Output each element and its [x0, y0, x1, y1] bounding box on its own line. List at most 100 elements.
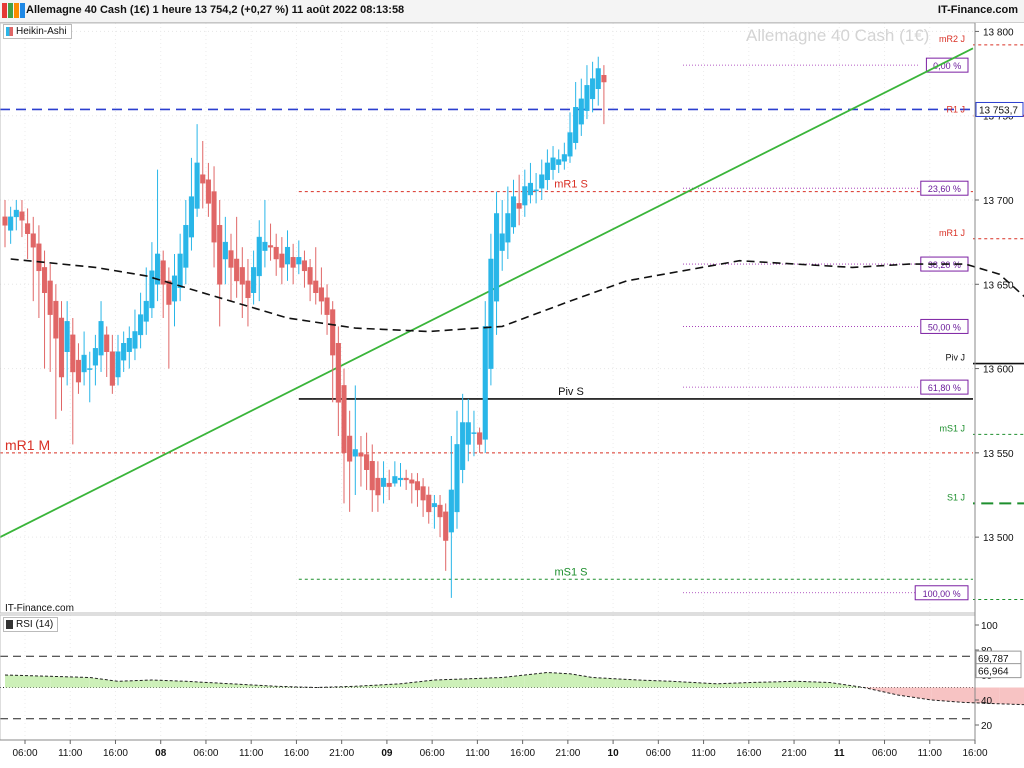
candle-body	[290, 257, 296, 268]
candle-body	[70, 334, 76, 373]
rsi-area-segment	[796, 681, 830, 688]
candle-body	[262, 241, 268, 251]
candle-body	[556, 159, 562, 165]
candle-body	[414, 481, 420, 491]
candle-body	[53, 300, 59, 339]
time-tick-label: 16:00	[736, 748, 761, 759]
candle-body	[584, 85, 590, 111]
candle-body	[279, 253, 285, 268]
time-tick-label: 21:00	[555, 748, 580, 759]
candle-body	[160, 260, 166, 285]
fibonacci-label-box	[920, 379, 969, 395]
chart-title: Allemagne 40 Cash (1€) 1 heure 13 754,2 …	[26, 4, 405, 16]
candle-body	[256, 236, 262, 277]
candle-body	[460, 422, 466, 470]
time-tick-label: 11:00	[918, 748, 943, 759]
candle-body	[115, 351, 121, 378]
candle-body	[194, 162, 200, 209]
rsi-area-segment	[185, 681, 231, 688]
candle-body	[341, 385, 347, 454]
candle-body	[126, 337, 132, 352]
rsi-area-segment	[434, 678, 469, 688]
candle-body	[573, 107, 579, 143]
candle-body	[550, 157, 556, 170]
rsi-area-segment	[897, 687, 932, 700]
rsi-tick-label: 100	[981, 621, 998, 632]
pivot-level-label: mR1 S	[554, 179, 588, 191]
candle-body	[166, 280, 172, 305]
candle-body	[369, 461, 375, 491]
candle-body	[516, 203, 522, 209]
candle-body	[505, 213, 511, 243]
candle-body	[19, 211, 25, 221]
orange-tool-icon[interactable]	[14, 3, 19, 18]
candle-body	[482, 326, 488, 440]
time-tick-label: 16:00	[103, 748, 128, 759]
time-tick-label: 10	[608, 748, 620, 759]
rsi-area-segment	[50, 676, 90, 688]
time-tick-label: 16:00	[510, 748, 535, 759]
candle-body	[30, 233, 36, 248]
rsi-area-segment	[151, 680, 186, 688]
candle-body	[36, 243, 42, 272]
red-tool-icon[interactable]	[2, 3, 7, 18]
time-tick-label: 08	[155, 748, 167, 759]
time-tick-label: 11	[834, 748, 845, 759]
candle-swatch-icon	[6, 27, 13, 36]
rsi-area-segment	[750, 681, 796, 688]
green-tool-icon[interactable]	[8, 3, 13, 18]
rsi-area-segment	[615, 678, 638, 688]
candle-body	[268, 245, 274, 248]
rsi-legend[interactable]: RSI (14)	[3, 617, 59, 632]
rsi-area-segment	[671, 681, 717, 688]
candle-body	[138, 314, 144, 336]
candle-body	[403, 477, 409, 481]
candle-body	[364, 454, 370, 470]
candle-body	[330, 309, 336, 356]
trend-line	[0, 47, 974, 538]
candle-body	[510, 196, 517, 228]
candle-body	[454, 444, 460, 513]
time-tick-label: 06:00	[193, 748, 218, 759]
price-tick-label: 13 600	[983, 365, 1014, 376]
rsi-tick-label: 40	[981, 696, 993, 707]
pivot-level-label: mS1 J	[939, 423, 965, 433]
candle-body	[109, 351, 115, 386]
candle-body	[239, 267, 245, 285]
candle-body	[335, 343, 341, 403]
candle-body	[2, 216, 8, 226]
time-tick-label: 16:00	[284, 748, 309, 759]
heikin-ashi-legend[interactable]: Heikin-Ashi	[3, 24, 72, 39]
rsi-value-label: 66,964	[978, 667, 1009, 678]
candle-body	[318, 287, 324, 302]
rsi-line	[4, 671, 1024, 706]
candle-body	[494, 213, 500, 302]
candle-body	[47, 280, 53, 315]
price-tick-label: 13 700	[983, 196, 1014, 207]
rsi-area-segment	[863, 687, 898, 695]
time-tick-label: 21:00	[329, 748, 354, 759]
fibonacci-label-box	[920, 180, 969, 196]
time-tick-label: 06:00	[872, 748, 897, 759]
toolbar-icons[interactable]	[2, 3, 25, 18]
rsi-area-segment	[502, 675, 525, 688]
candle-body	[527, 182, 534, 196]
candle-body	[465, 422, 471, 445]
rsi-area-segment	[89, 677, 118, 688]
candle-body	[386, 482, 392, 487]
pivot-level-label: mR2 J	[939, 34, 965, 44]
candle-body	[200, 174, 206, 184]
rsi-area-segment	[5, 675, 51, 688]
last-price-box	[975, 101, 1024, 117]
candle-body	[234, 258, 240, 282]
blue-tool-icon[interactable]	[20, 3, 25, 18]
pivot-level-label: mR1 J	[939, 228, 965, 238]
rsi-area-segment	[355, 683, 401, 688]
candle-body	[471, 432, 477, 434]
price-tick-label: 13 650	[983, 280, 1014, 291]
time-tick-label: 06:00	[420, 748, 445, 759]
rsi-area-segment	[931, 687, 966, 703]
candle-body	[426, 494, 432, 513]
rsi-area-segment	[468, 677, 503, 688]
